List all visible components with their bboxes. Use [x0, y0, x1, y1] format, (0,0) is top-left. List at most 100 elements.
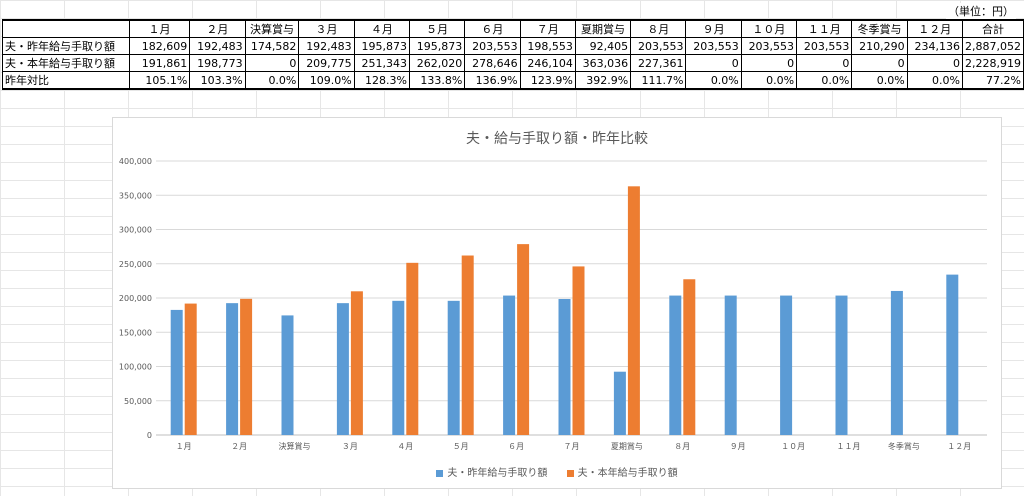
bar-last-year [336, 303, 349, 435]
bar-last-year [503, 295, 516, 435]
table-cell: 203,553 [685, 37, 742, 55]
table-cell: 109.0% [298, 71, 355, 90]
y-tick-label: 100,000 [119, 363, 152, 372]
table-cell: 0.0% [906, 71, 963, 90]
table-cell: 203,553 [464, 37, 521, 55]
chart-title: 夫・給与手取り額・昨年比較 [466, 131, 648, 147]
table-row: 夫・本年給与手取り額 191,861 198,773 0 209,775 251,343 2… [2, 54, 1024, 72]
table-cell: 227,361 [630, 54, 687, 72]
x-tick-label: ２月 [231, 442, 247, 451]
table-cell: 0 [906, 54, 963, 72]
table-header-cell: １０月 [740, 19, 798, 38]
table-cell: 203,553 [796, 37, 853, 55]
x-tick-label: 決算賞与 [279, 441, 311, 451]
bar-this-year [517, 244, 530, 435]
x-tick-label: ５月 [453, 442, 469, 451]
bar-last-year [447, 300, 460, 435]
table-cell: 103.3% [189, 71, 246, 90]
table-header-cell: 決算賞与 [244, 19, 300, 38]
bar-last-year [613, 371, 626, 435]
table-cell: 278,646 [464, 54, 521, 72]
table-cell: 123.9% [519, 71, 576, 90]
chart[interactable]: 夫・給与手取り額・昨年比較 0 50,000 100,000 150,000 200,0… [112, 117, 1002, 489]
table-cell: 262,020 [408, 54, 466, 72]
table-cell: 195,873 [408, 37, 466, 55]
table-header-cell: ４月 [353, 19, 410, 38]
table-header-cell: ５月 [408, 19, 466, 38]
table-cell: 198,553 [519, 37, 576, 55]
legend-item-last-year: 夫・昨年給与手取り額 [436, 464, 547, 479]
table-header-cell: １月 [128, 19, 191, 38]
table-cell: 174,582 [244, 37, 300, 55]
y-tick-label: 400,000 [119, 157, 152, 166]
bar-last-year [890, 290, 903, 435]
bar-this-year [627, 186, 640, 435]
table-cell: 2,228,919 [961, 54, 1024, 72]
row-label: 昨年対比 [2, 71, 130, 90]
bar-last-year [946, 274, 959, 435]
bar-last-year [170, 309, 183, 435]
table-cell: 203,553 [740, 37, 798, 55]
y-tick-label: 300,000 [119, 226, 152, 235]
unit-note: （単位：円） [946, 3, 1016, 19]
x-tick-label: １０月 [781, 442, 805, 451]
table-cell: 0.0% [851, 71, 908, 90]
table-cell: 77.2% [961, 71, 1024, 90]
y-tick-label: 50,000 [124, 397, 152, 406]
x-tick-label: ６月 [508, 442, 524, 451]
bar-this-year [240, 298, 253, 435]
table-header-row: １月 ２月 決算賞与 ３月 ４月 ５月 ６月 ７月 夏期賞与 ８月 ９月 １０月 １１月 冬季賞与 １２月合… [2, 19, 1024, 38]
x-tick-label: 夏期賞与 [611, 441, 643, 451]
legend-item-this-year: 夫・本年給与手取り額 [566, 464, 678, 479]
x-tick-label: １月 [176, 442, 192, 451]
bar-this-year [406, 262, 419, 435]
table-header-cell: ３月 [298, 19, 355, 38]
table-cell: 182,609 [128, 37, 191, 55]
table-header-cell [2, 19, 130, 38]
table-cell: 192,483 [189, 37, 246, 55]
bar-last-year [835, 295, 848, 435]
bar-this-year [683, 279, 696, 435]
row-label: 夫・昨年給与手取り額 [2, 37, 130, 55]
bar-this-year [572, 266, 585, 435]
bar-last-year [780, 295, 793, 435]
bar-this-year [184, 303, 197, 435]
table-cell: 136.9% [464, 71, 521, 90]
table-cell: 234,136 [906, 37, 963, 55]
x-tick-label: ８月 [674, 442, 690, 451]
table-row: 昨年対比 105.1% 103.3% 0.0% 109.0% 128.3% 133.8% 13… [2, 71, 1024, 90]
table-row: 夫・昨年給与手取り額 182,609 192,483 174,582 192,483 19… [2, 37, 1024, 55]
table-cell: 105.1% [128, 71, 191, 90]
x-tick-label: 冬季賞与 [888, 441, 920, 451]
y-tick-label: 200,000 [119, 294, 152, 303]
table-header-cell: ７月 [519, 19, 576, 38]
x-tick-label: １２月 [947, 442, 971, 451]
bar-last-year [392, 300, 405, 435]
table-cell: 203,553 [630, 37, 687, 55]
table-header-cell: ６月 [464, 19, 521, 38]
chart-legend: 夫・昨年給与手取り額 夫・本年給与手取り額 [113, 464, 1001, 479]
chart-plot: 0 50,000 100,000 150,000 200,000 250,000 300,0… [119, 157, 987, 451]
table-cell: 363,036 [574, 54, 632, 72]
table-cell: 92,405 [574, 37, 632, 55]
table-cell: 198,773 [189, 54, 246, 72]
legend-swatch-this-year [566, 469, 574, 477]
row-label: 夫・本年給与手取り額 [2, 54, 130, 72]
table-header-cell: ８月 [630, 19, 687, 38]
table-cell: 191,861 [128, 54, 191, 72]
table-cell: 0 [244, 54, 300, 72]
table-cell: 0 [851, 54, 908, 72]
x-tick-label: ４月 [397, 442, 413, 451]
bar-this-year [350, 291, 363, 435]
table-header-cell: 冬季賞与 [851, 19, 908, 38]
table-cell: 2,887,052 [961, 37, 1024, 55]
table-cell: 128.3% [353, 71, 410, 90]
table-cell: 210,290 [851, 37, 908, 55]
table-header-cell: １１月 [796, 19, 853, 38]
table-cell: 192,483 [298, 37, 355, 55]
table-header-cell: １２月 [906, 19, 963, 38]
table-cell: 251,343 [353, 54, 410, 72]
table-cell: 0 [685, 54, 742, 72]
table-cell: 209,775 [298, 54, 355, 72]
table-cell: 111.7% [630, 71, 687, 90]
